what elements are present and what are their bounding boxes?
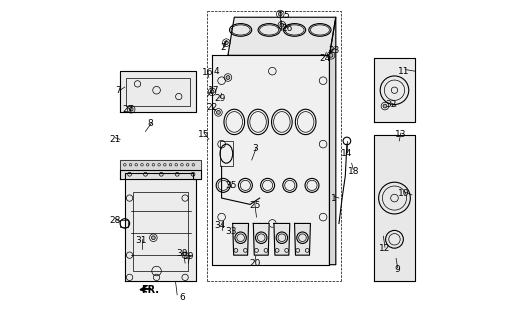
Text: 9: 9 xyxy=(395,265,401,274)
Text: 34: 34 xyxy=(214,220,226,229)
Text: 18: 18 xyxy=(347,167,359,176)
Circle shape xyxy=(152,236,155,240)
Circle shape xyxy=(329,53,333,57)
Text: 31: 31 xyxy=(135,236,146,245)
Bar xyxy=(133,192,188,271)
Text: 32: 32 xyxy=(386,100,397,109)
Polygon shape xyxy=(120,71,196,112)
Text: 4: 4 xyxy=(214,67,220,76)
Text: 1: 1 xyxy=(331,194,337,203)
Bar xyxy=(127,77,190,106)
Polygon shape xyxy=(120,160,201,170)
Text: 23: 23 xyxy=(329,46,340,55)
Circle shape xyxy=(280,23,284,27)
Text: 12: 12 xyxy=(379,244,390,253)
Circle shape xyxy=(129,107,133,111)
Polygon shape xyxy=(274,223,290,255)
Polygon shape xyxy=(228,17,336,55)
Circle shape xyxy=(225,41,228,44)
Circle shape xyxy=(210,90,214,94)
Text: 26: 26 xyxy=(281,24,292,33)
Text: 8: 8 xyxy=(147,119,153,128)
Polygon shape xyxy=(253,223,269,255)
Text: 22: 22 xyxy=(206,103,218,112)
Text: 13: 13 xyxy=(395,130,406,139)
Text: 24: 24 xyxy=(319,54,330,63)
Text: 35: 35 xyxy=(226,181,237,190)
Polygon shape xyxy=(374,59,415,122)
Text: 27: 27 xyxy=(122,105,134,114)
Text: 11: 11 xyxy=(398,67,410,76)
Text: 10: 10 xyxy=(398,189,410,198)
Polygon shape xyxy=(329,17,336,265)
Text: 28: 28 xyxy=(110,216,121,225)
Text: 21: 21 xyxy=(110,135,121,144)
Text: 5: 5 xyxy=(284,11,289,20)
Circle shape xyxy=(383,104,387,108)
Polygon shape xyxy=(374,135,415,281)
Circle shape xyxy=(217,110,220,114)
Text: 6: 6 xyxy=(179,292,185,301)
Text: 3: 3 xyxy=(252,144,258,153)
Text: 16: 16 xyxy=(202,68,213,77)
Text: 33: 33 xyxy=(226,227,237,236)
Circle shape xyxy=(278,12,282,16)
Polygon shape xyxy=(125,173,196,281)
Text: 29: 29 xyxy=(214,94,226,103)
Text: 14: 14 xyxy=(341,149,353,158)
Bar xyxy=(220,141,232,166)
Text: 15: 15 xyxy=(198,130,210,139)
Text: 30: 30 xyxy=(176,249,188,258)
Circle shape xyxy=(226,76,230,79)
Polygon shape xyxy=(295,223,310,255)
Polygon shape xyxy=(120,170,201,179)
Text: 7: 7 xyxy=(115,86,121,95)
Text: 20: 20 xyxy=(249,259,261,268)
Polygon shape xyxy=(212,55,329,265)
Bar xyxy=(120,220,128,227)
Text: 2: 2 xyxy=(220,43,226,52)
Text: 19: 19 xyxy=(182,252,194,261)
Polygon shape xyxy=(232,223,248,255)
Text: FR.: FR. xyxy=(141,285,159,295)
Text: 17: 17 xyxy=(208,86,219,95)
Text: 25: 25 xyxy=(249,202,261,211)
